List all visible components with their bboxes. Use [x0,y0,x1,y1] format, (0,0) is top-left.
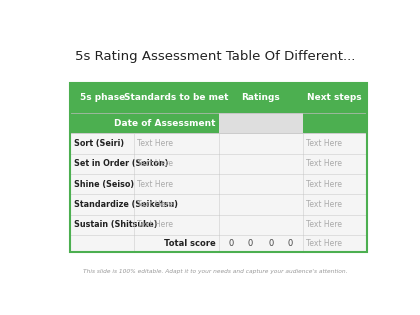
Text: Shine (Seiso): Shine (Seiso) [74,180,134,189]
Bar [134,83,218,113]
Text: Standards to be met: Standards to be met [124,93,228,102]
Bar [71,83,367,252]
Text: 5s Rating Assessment Table Of Different...: 5s Rating Assessment Table Of Different.… [75,50,355,63]
Text: Sustain (Shitsuke): Sustain (Shitsuke) [74,220,157,229]
Text: Next steps: Next steps [307,93,362,102]
Text: Text Here: Text Here [137,139,173,148]
Text: Text Here: Text Here [137,180,173,189]
Bar [218,83,303,113]
Bar [71,174,367,194]
Text: 5s phase: 5s phase [80,93,125,102]
Bar [71,83,367,252]
Bar [218,113,303,133]
Text: Text Here: Text Here [137,159,173,168]
Text: 0: 0 [248,239,253,248]
Text: Date of Assessment: Date of Assessment [114,118,216,128]
Bar [71,235,367,252]
Text: Text Here: Text Here [306,139,342,148]
Text: Standardize (Seiketsu): Standardize (Seiketsu) [74,200,178,209]
Bar [71,194,367,215]
Text: Sort (Seiri): Sort (Seiri) [74,139,124,148]
Bar [71,154,367,174]
Bar [71,113,218,133]
Text: Text Here: Text Here [137,200,173,209]
Text: Text Here: Text Here [306,239,342,248]
Bar [71,215,367,235]
Text: Ratings: Ratings [241,93,280,102]
Text: Text Here: Text Here [306,200,342,209]
Bar [303,83,367,113]
Bar [71,133,367,154]
Text: Total score: Total score [164,239,216,248]
Text: Text Here: Text Here [306,180,342,189]
Text: Set in Order (Seiton): Set in Order (Seiton) [74,159,168,168]
Text: Text Here: Text Here [306,220,342,229]
Bar [303,113,367,133]
Text: 0: 0 [228,239,234,248]
Text: This slide is 100% editable. Adapt it to your needs and capture your audience's : This slide is 100% editable. Adapt it to… [83,269,347,274]
Text: 0: 0 [288,239,293,248]
Text: Text Here: Text Here [306,159,342,168]
Bar [71,83,134,113]
Text: Text Here: Text Here [137,220,173,229]
Text: 0: 0 [268,239,273,248]
